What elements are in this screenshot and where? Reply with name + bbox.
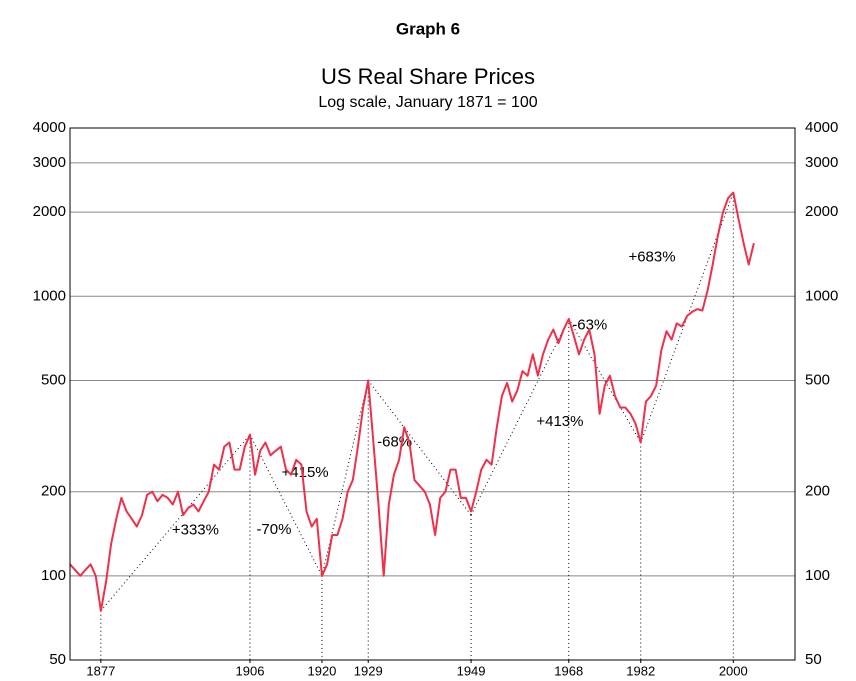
y-tick-label: 200 (41, 483, 66, 500)
x-tick-label: 1920 (307, 663, 336, 678)
swing-line (470, 318, 570, 516)
y2-tick-label: 2000 (805, 203, 838, 220)
y-tick-label: 2000 (33, 203, 66, 220)
swing-line (321, 380, 369, 576)
heading: Graph 6 (396, 19, 460, 38)
swing-label: -70% (256, 521, 291, 538)
swing-line (367, 380, 472, 516)
y-tick-label: 50 (49, 651, 66, 668)
y2-tick-label: 200 (805, 483, 830, 500)
y-tick-label: 500 (41, 371, 66, 388)
y2-tick-label: 4000 (805, 119, 838, 136)
x-tick-label: 1929 (354, 663, 383, 678)
y-tick-label: 100 (41, 567, 66, 584)
chart-subtitle: Log scale, January 1871 = 100 (318, 94, 537, 111)
x-tick-label: 1949 (457, 663, 486, 678)
x-tick-label: 1982 (626, 663, 655, 678)
x-tick-label: 2000 (719, 663, 748, 678)
swing-line (640, 192, 734, 443)
y2-tick-label: 500 (805, 371, 830, 388)
y-tick-label: 3000 (33, 154, 66, 171)
x-tick-label: 1906 (236, 663, 265, 678)
plot-frame (69, 127, 796, 661)
chart-title: US Real Share Prices (321, 64, 535, 89)
y2-tick-label: 50 (805, 651, 822, 668)
swing-label: +413% (536, 413, 583, 430)
swing-line (100, 434, 251, 612)
price-line (69, 191, 755, 612)
swing-label: +683% (628, 248, 675, 265)
y2-tick-label: 1000 (805, 287, 838, 304)
y-tick-label: 1000 (33, 287, 66, 304)
y-tick-label: 4000 (33, 119, 66, 136)
y2-tick-label: 3000 (805, 154, 838, 171)
x-tick-label: 1877 (86, 663, 115, 678)
y2-tick-label: 100 (805, 567, 830, 584)
swing-line (249, 434, 323, 577)
swing-label: +333% (172, 522, 219, 539)
swing-label: -63% (572, 317, 607, 334)
x-tick-label: 1968 (554, 663, 583, 678)
